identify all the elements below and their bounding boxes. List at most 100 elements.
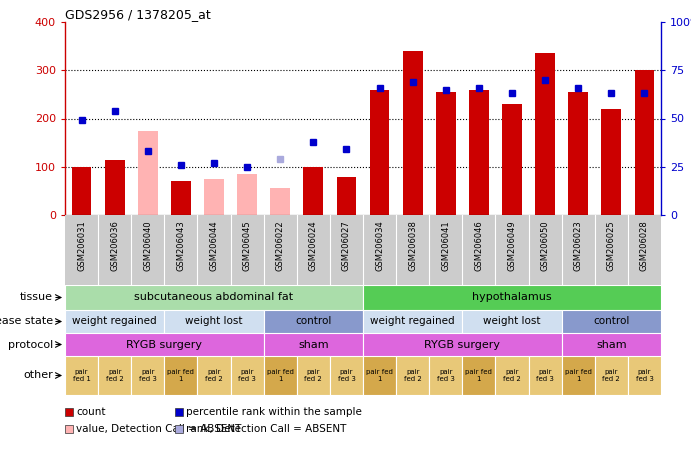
Bar	[562, 310, 661, 333]
Text: count: count	[76, 407, 106, 417]
Text: GSM206034: GSM206034	[375, 220, 384, 271]
Bar	[337, 177, 357, 215]
Bar	[138, 130, 158, 215]
Bar	[363, 310, 462, 333]
Text: GSM206045: GSM206045	[243, 220, 252, 271]
Bar	[264, 310, 363, 333]
Bar	[303, 167, 323, 215]
Bar	[237, 174, 257, 215]
Bar	[72, 167, 91, 215]
Bar	[462, 356, 495, 395]
Text: pair fed
1: pair fed 1	[565, 369, 591, 382]
Text: pair fed
1: pair fed 1	[167, 369, 194, 382]
Text: pair fed
1: pair fed 1	[466, 369, 492, 382]
Text: weight regained: weight regained	[370, 317, 455, 327]
Bar	[363, 285, 661, 310]
Bar	[164, 356, 198, 395]
Text: GSM206023: GSM206023	[574, 220, 583, 271]
Bar	[164, 310, 264, 333]
Bar	[363, 356, 396, 395]
Text: GSM206038: GSM206038	[408, 220, 417, 272]
Text: weight regained: weight regained	[73, 317, 157, 327]
Bar	[628, 356, 661, 395]
Bar	[204, 179, 224, 215]
Text: GSM206031: GSM206031	[77, 220, 86, 271]
Text: value, Detection Call = ABSENT: value, Detection Call = ABSENT	[76, 424, 241, 434]
Text: RYGB surgery: RYGB surgery	[126, 339, 202, 349]
Bar	[568, 92, 588, 215]
Text: weight lost: weight lost	[185, 317, 243, 327]
Text: percentile rank within the sample: percentile rank within the sample	[186, 407, 362, 417]
Bar	[363, 333, 562, 356]
Bar	[65, 333, 264, 356]
Text: GSM206044: GSM206044	[209, 220, 218, 271]
Bar	[231, 356, 264, 395]
Bar	[270, 189, 290, 215]
Bar	[105, 160, 124, 215]
Text: GSM206049: GSM206049	[507, 220, 516, 271]
Text: other: other	[23, 371, 53, 381]
Bar	[562, 356, 595, 395]
Bar	[529, 356, 562, 395]
Bar	[330, 356, 363, 395]
Text: RYGB surgery: RYGB surgery	[424, 339, 500, 349]
Bar	[562, 333, 661, 356]
Bar	[469, 90, 489, 215]
Bar	[595, 356, 628, 395]
Text: GSM206046: GSM206046	[475, 220, 484, 271]
Bar	[198, 356, 231, 395]
Text: pair
fed 2: pair fed 2	[603, 369, 621, 382]
Bar	[171, 181, 191, 215]
Bar	[264, 333, 363, 356]
Bar	[65, 356, 98, 395]
Bar	[370, 90, 390, 215]
Text: subcutaneous abdominal fat: subcutaneous abdominal fat	[135, 292, 294, 302]
Text: pair
fed 3: pair fed 3	[437, 369, 455, 382]
Text: pair
fed 2: pair fed 2	[106, 369, 124, 382]
Text: GSM206043: GSM206043	[176, 220, 185, 271]
Bar	[396, 356, 429, 395]
Text: disease state: disease state	[0, 317, 53, 327]
Text: GSM206024: GSM206024	[309, 220, 318, 271]
Bar	[98, 356, 131, 395]
Text: GSM206050: GSM206050	[540, 220, 549, 271]
Text: pair
fed 2: pair fed 2	[404, 369, 422, 382]
Text: pair
fed 2: pair fed 2	[503, 369, 521, 382]
Text: rank, Detection Call = ABSENT: rank, Detection Call = ABSENT	[186, 424, 346, 434]
Text: GSM206025: GSM206025	[607, 220, 616, 271]
Text: GSM206036: GSM206036	[110, 220, 119, 272]
Text: pair
fed 3: pair fed 3	[238, 369, 256, 382]
Text: GSM206028: GSM206028	[640, 220, 649, 271]
Bar	[403, 51, 423, 215]
Text: pair
fed 3: pair fed 3	[536, 369, 554, 382]
Text: pair
fed 3: pair fed 3	[636, 369, 654, 382]
Text: GSM206022: GSM206022	[276, 220, 285, 271]
Bar	[634, 70, 654, 215]
Text: GSM206040: GSM206040	[143, 220, 152, 271]
Text: pair fed
1: pair fed 1	[267, 369, 294, 382]
Text: control: control	[295, 317, 332, 327]
Bar	[601, 109, 621, 215]
Bar	[502, 104, 522, 215]
Text: GDS2956 / 1378205_at: GDS2956 / 1378205_at	[65, 8, 211, 21]
Text: weight lost: weight lost	[483, 317, 541, 327]
Bar	[65, 285, 363, 310]
Text: pair fed
1: pair fed 1	[366, 369, 393, 382]
Bar	[436, 92, 455, 215]
Text: GSM206027: GSM206027	[342, 220, 351, 271]
Text: sham: sham	[596, 339, 627, 349]
Text: tissue: tissue	[20, 292, 53, 302]
Text: pair
fed 1: pair fed 1	[73, 369, 91, 382]
Text: hypothalamus: hypothalamus	[472, 292, 552, 302]
Bar	[462, 310, 562, 333]
Bar	[535, 54, 555, 215]
Text: pair
fed 2: pair fed 2	[205, 369, 223, 382]
Bar	[296, 356, 330, 395]
Bar	[264, 356, 296, 395]
Text: protocol: protocol	[8, 339, 53, 349]
Bar	[429, 356, 462, 395]
Text: control: control	[593, 317, 630, 327]
Text: GSM206041: GSM206041	[442, 220, 451, 271]
Bar	[495, 356, 529, 395]
Bar	[131, 356, 164, 395]
